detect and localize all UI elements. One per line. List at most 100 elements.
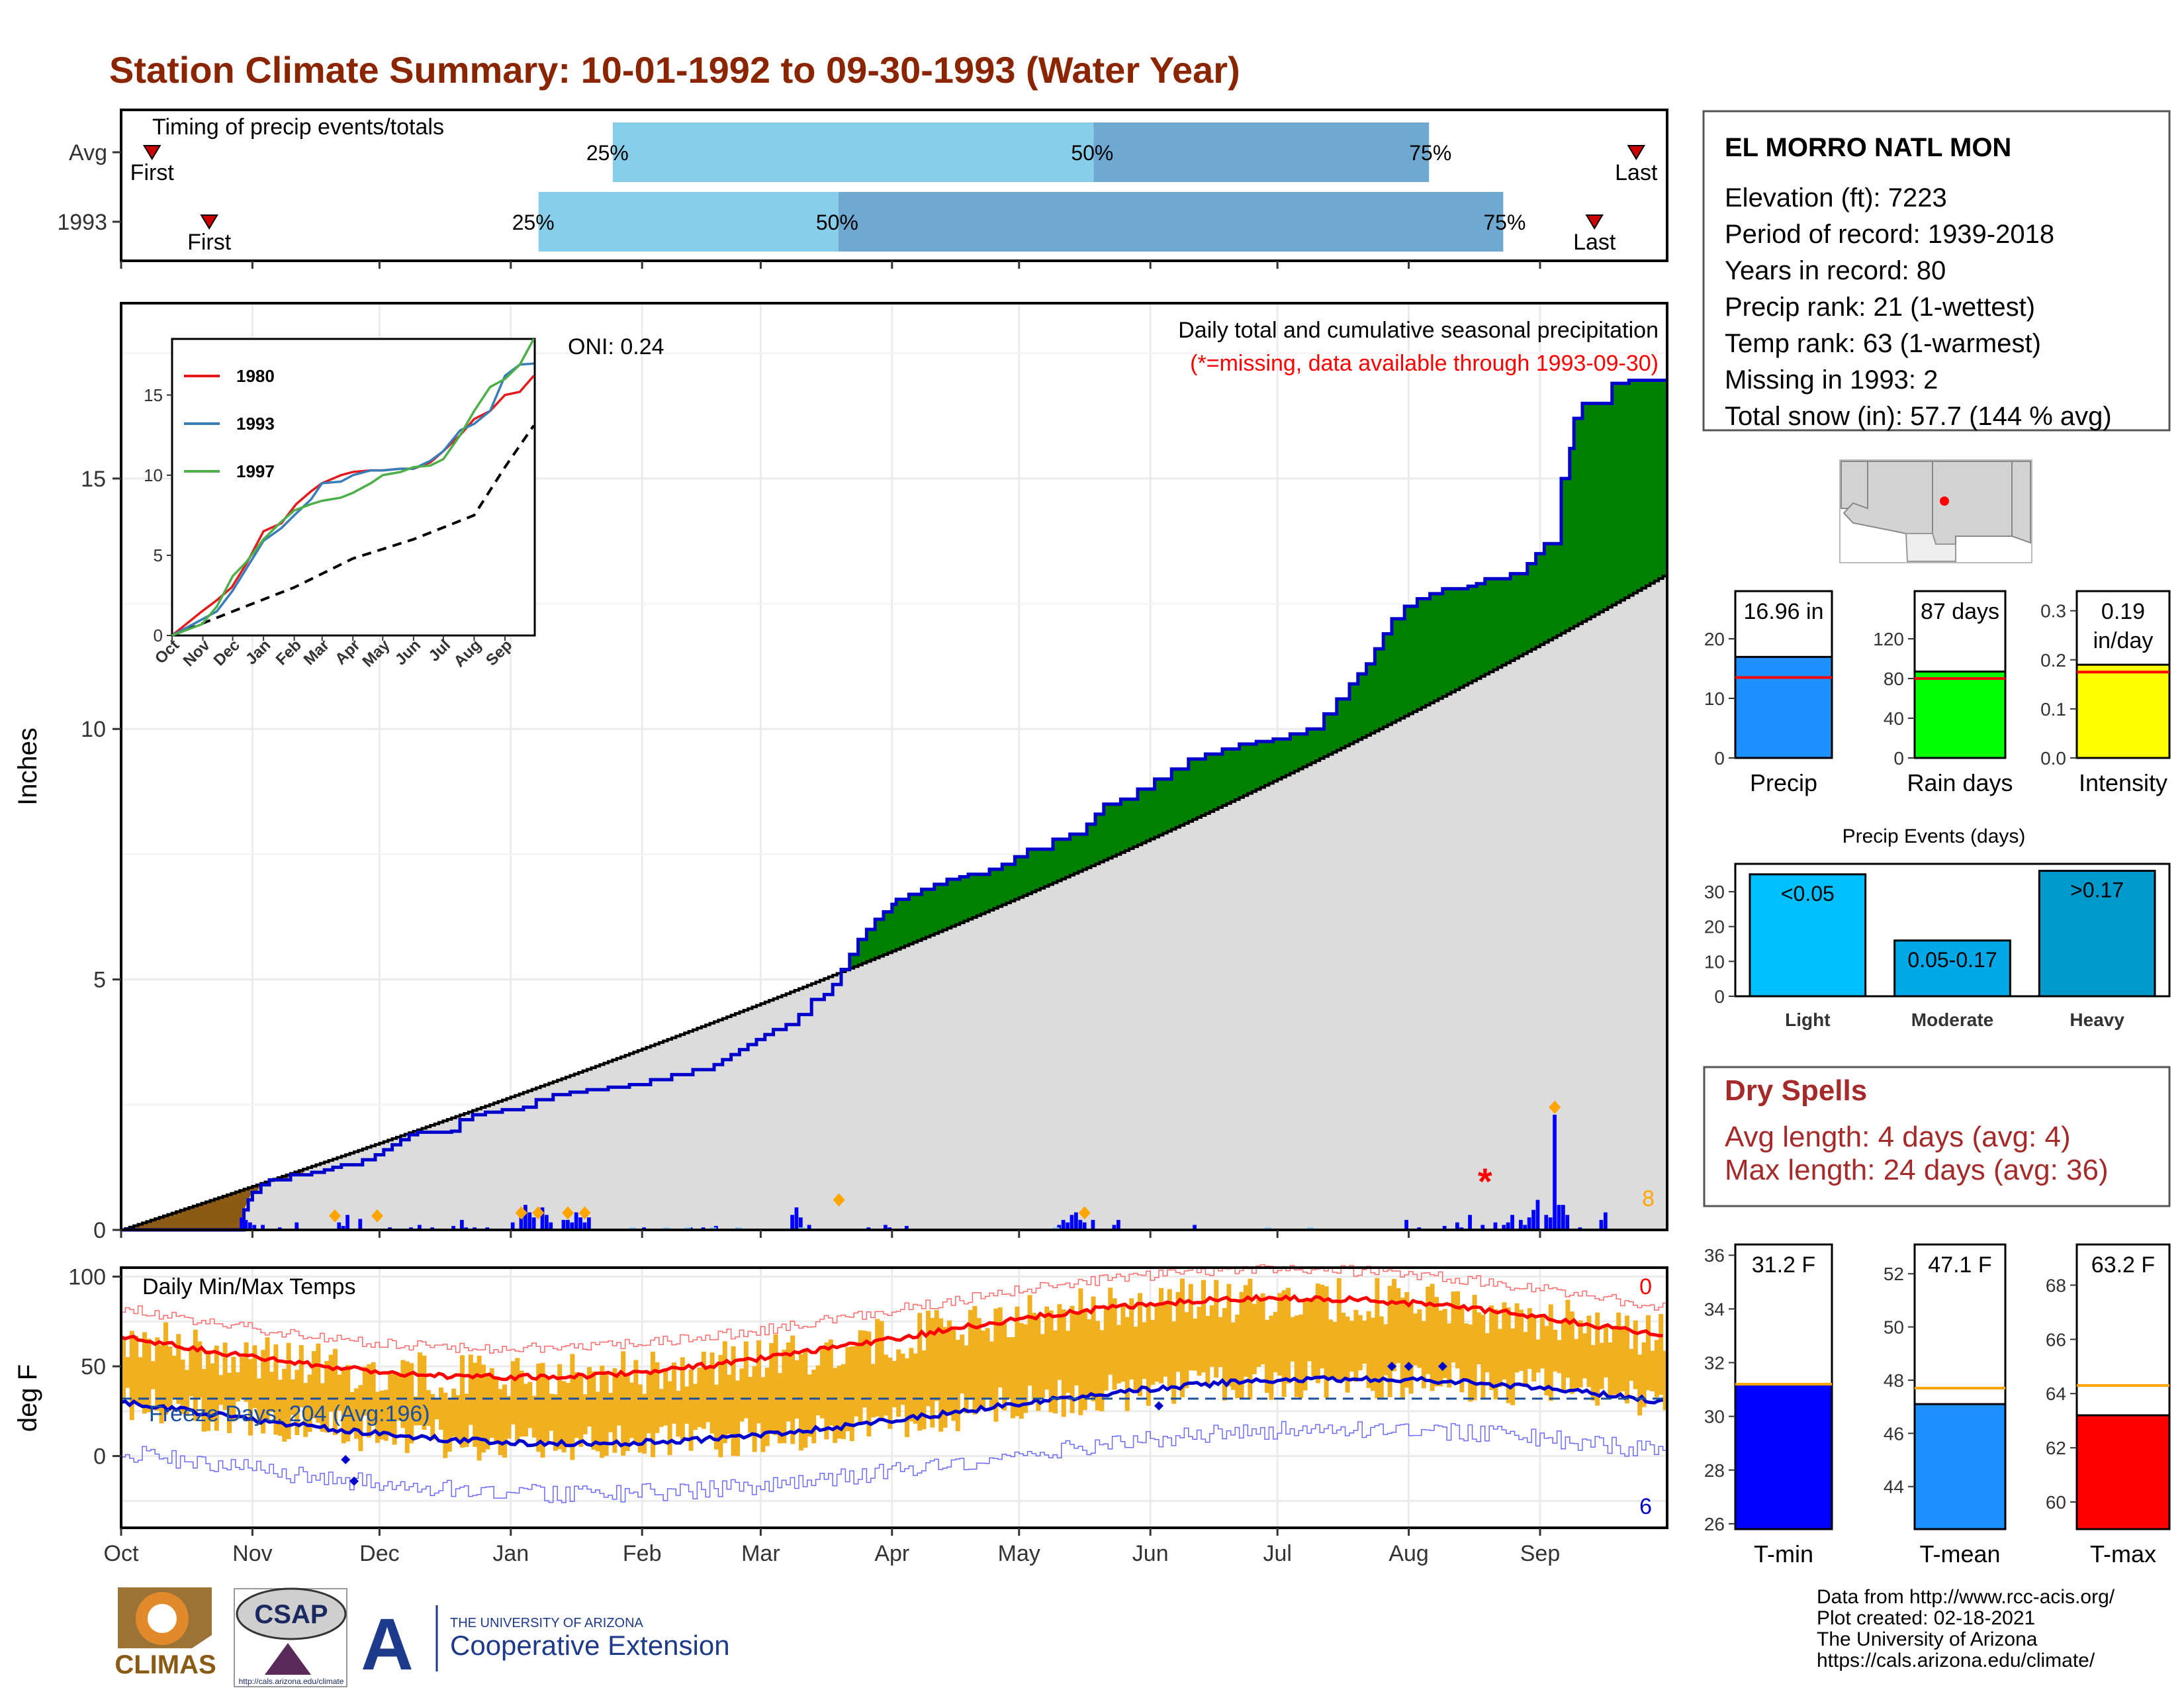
daily-temp-bar bbox=[218, 1375, 224, 1405]
csap-logo: CSAP http://cals.arizona.edu/climate bbox=[234, 1587, 347, 1687]
daily-temp-bar bbox=[345, 1365, 351, 1442]
daily-temp-bar bbox=[570, 1354, 575, 1460]
daily-precip-bar bbox=[1193, 1225, 1197, 1230]
precip-deficit-area bbox=[121, 1169, 304, 1230]
summary-bar-name: Precip bbox=[1750, 769, 1817, 796]
footer-line: The University of Arizona bbox=[1817, 1628, 2038, 1650]
daily-temp-bar bbox=[845, 1347, 850, 1432]
daily-temp-bar bbox=[1413, 1313, 1418, 1366]
temp-y-tick-label: 50 bbox=[81, 1354, 106, 1380]
timing-row-label: 1993 bbox=[57, 210, 107, 235]
daily-temp-bar bbox=[1205, 1315, 1210, 1387]
footer-line: Plot created: 02-18-2021 bbox=[1817, 1607, 2035, 1629]
daily-temp-bar bbox=[358, 1385, 363, 1452]
daily-temp-bar bbox=[1578, 1320, 1583, 1388]
daily-temp-bar bbox=[1175, 1291, 1181, 1372]
daily-temp-bar bbox=[375, 1391, 380, 1443]
daily-temp-bar bbox=[134, 1336, 139, 1405]
daily-temp-bar bbox=[1662, 1350, 1668, 1411]
daily-temp-bar bbox=[536, 1363, 541, 1452]
daily-temp-bar bbox=[1218, 1317, 1223, 1368]
summary-y-tick-label: 44 bbox=[1884, 1477, 1904, 1497]
daily-temp-bar bbox=[1590, 1344, 1596, 1401]
daily-temp-bar bbox=[676, 1390, 681, 1437]
daily-temp-bar bbox=[799, 1354, 803, 1451]
climas-circle-inner bbox=[148, 1604, 177, 1633]
daily-temp-bar bbox=[312, 1351, 316, 1419]
daily-temp-bar bbox=[1442, 1309, 1447, 1378]
hot-count: 0 bbox=[1639, 1274, 1652, 1299]
ua-small-text: THE UNIVERSITY OF ARIZONA bbox=[450, 1616, 644, 1630]
daily-temp-bar bbox=[434, 1398, 439, 1420]
daily-temp-bar bbox=[955, 1339, 960, 1431]
daily-precip-bar bbox=[1557, 1205, 1561, 1230]
summary-value-label-2: in/day bbox=[2093, 628, 2154, 653]
daily-precip-bar bbox=[1078, 1219, 1083, 1230]
daily-precip-bar bbox=[790, 1215, 794, 1230]
month-x-tick-label: Sep bbox=[1520, 1541, 1561, 1566]
daily-temp-bar bbox=[1493, 1309, 1498, 1399]
summary-y-tick-label: 0.2 bbox=[2040, 650, 2066, 671]
events-category-label: Light bbox=[1785, 1009, 1830, 1030]
daily-temp-bar bbox=[439, 1387, 443, 1430]
daily-temp-bar bbox=[646, 1372, 651, 1434]
daily-temp-bar bbox=[566, 1383, 570, 1448]
daily-temp-bar bbox=[1489, 1305, 1494, 1390]
daily-precip-bar bbox=[418, 1225, 422, 1230]
record-low-marker-icon bbox=[349, 1476, 359, 1486]
daily-temp-bar bbox=[1256, 1298, 1261, 1367]
month-x-tick-label: May bbox=[998, 1541, 1040, 1566]
daily-temp-bar bbox=[1650, 1350, 1655, 1391]
summary-bar-name: T-min bbox=[1754, 1540, 1813, 1568]
dry-title: Dry Spells bbox=[1725, 1074, 1867, 1107]
station-name: EL MORRO NATL MON bbox=[1725, 133, 2011, 162]
summary-y-tick-label: 46 bbox=[1884, 1423, 1904, 1444]
events-category-label: Heavy bbox=[2070, 1009, 2124, 1030]
daily-temp-bar bbox=[976, 1318, 981, 1409]
daily-temp-bar bbox=[256, 1378, 261, 1425]
daily-precip-bar bbox=[1527, 1217, 1531, 1230]
daily-temp-bar bbox=[667, 1381, 672, 1456]
daily-precip-bar bbox=[1510, 1215, 1514, 1230]
daily-temp-bar bbox=[1599, 1342, 1604, 1389]
dry-max: Max length: 24 days (avg: 36) bbox=[1725, 1154, 2109, 1186]
daily-temp-bar bbox=[743, 1341, 749, 1419]
normal-precip-area bbox=[121, 573, 1667, 1230]
daily-temp-bar bbox=[701, 1352, 706, 1429]
timing-first-label: First bbox=[187, 230, 232, 255]
daily-temp-bar bbox=[443, 1392, 448, 1458]
events-y-tick-label: 0 bbox=[1714, 986, 1725, 1007]
cumulative-precip-line bbox=[121, 379, 1667, 1232]
daily-temp-bar bbox=[1006, 1337, 1011, 1399]
daily-precip-bar bbox=[1404, 1219, 1408, 1230]
record-low-marker-icon bbox=[1437, 1362, 1447, 1372]
station-info-line: Temp rank: 63 (1-warmest) bbox=[1725, 329, 2041, 358]
summary-y-tick-label: 40 bbox=[1884, 708, 1904, 729]
station-frame bbox=[1702, 110, 2171, 432]
daily-temp-bar bbox=[527, 1382, 533, 1429]
daily-temp-bar bbox=[1659, 1314, 1664, 1395]
daily-temp-bar bbox=[121, 1337, 126, 1400]
daily-temp-bar bbox=[494, 1378, 499, 1444]
daily-temp-bar bbox=[1523, 1332, 1528, 1387]
daily-temp-bar bbox=[1048, 1310, 1054, 1413]
daily-temp-bar bbox=[460, 1355, 465, 1448]
daily-precip-bar bbox=[1074, 1212, 1078, 1230]
daily-temp-bar bbox=[909, 1348, 914, 1422]
daily-temp-bar bbox=[1392, 1279, 1396, 1372]
daily-temp-bar bbox=[651, 1351, 655, 1458]
climas-wordmark: CLIMAS bbox=[114, 1650, 216, 1679]
daily-temp-bar bbox=[854, 1346, 859, 1417]
daily-temp-bar bbox=[248, 1359, 253, 1436]
heavy-precip-marker-icon bbox=[562, 1206, 574, 1220]
daily-temp-bar bbox=[1430, 1284, 1435, 1391]
timing-band-50-75 bbox=[1093, 122, 1430, 182]
summary-bar-t-mean bbox=[1913, 1403, 2007, 1530]
daily-temp-bar bbox=[1519, 1309, 1524, 1371]
daily-temp-bar bbox=[383, 1389, 388, 1441]
daily-temp-bar bbox=[159, 1345, 164, 1424]
daily-temp-bar bbox=[447, 1398, 452, 1452]
daily-temp-bar bbox=[739, 1368, 745, 1422]
daily-precip-bar bbox=[1091, 1219, 1095, 1230]
daily-precip-bar bbox=[1535, 1199, 1540, 1230]
